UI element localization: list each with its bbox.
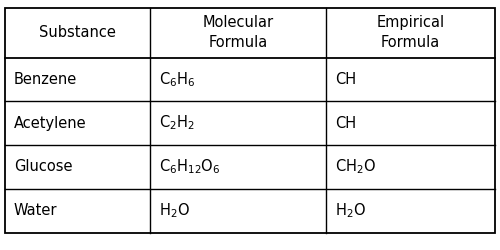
Text: H$_2$O: H$_2$O <box>335 201 366 220</box>
Text: Benzene: Benzene <box>14 72 77 87</box>
Text: CH: CH <box>335 116 356 130</box>
Text: C$_6$H$_6$: C$_6$H$_6$ <box>158 70 195 89</box>
Text: Glucose: Glucose <box>14 160 72 174</box>
Text: Acetylene: Acetylene <box>14 116 86 130</box>
Text: CH$_2$O: CH$_2$O <box>335 158 376 176</box>
Text: H$_2$O: H$_2$O <box>158 201 190 220</box>
Text: C$_6$H$_{12}$O$_6$: C$_6$H$_{12}$O$_6$ <box>158 158 220 176</box>
Text: Substance: Substance <box>39 25 116 40</box>
Text: Empirical
Formula: Empirical Formula <box>376 15 444 50</box>
Bar <box>5 8 495 232</box>
Text: Water: Water <box>14 203 58 218</box>
Text: Molecular
Formula: Molecular Formula <box>202 15 274 50</box>
Text: C$_2$H$_2$: C$_2$H$_2$ <box>158 114 194 132</box>
Text: CH: CH <box>335 72 356 87</box>
